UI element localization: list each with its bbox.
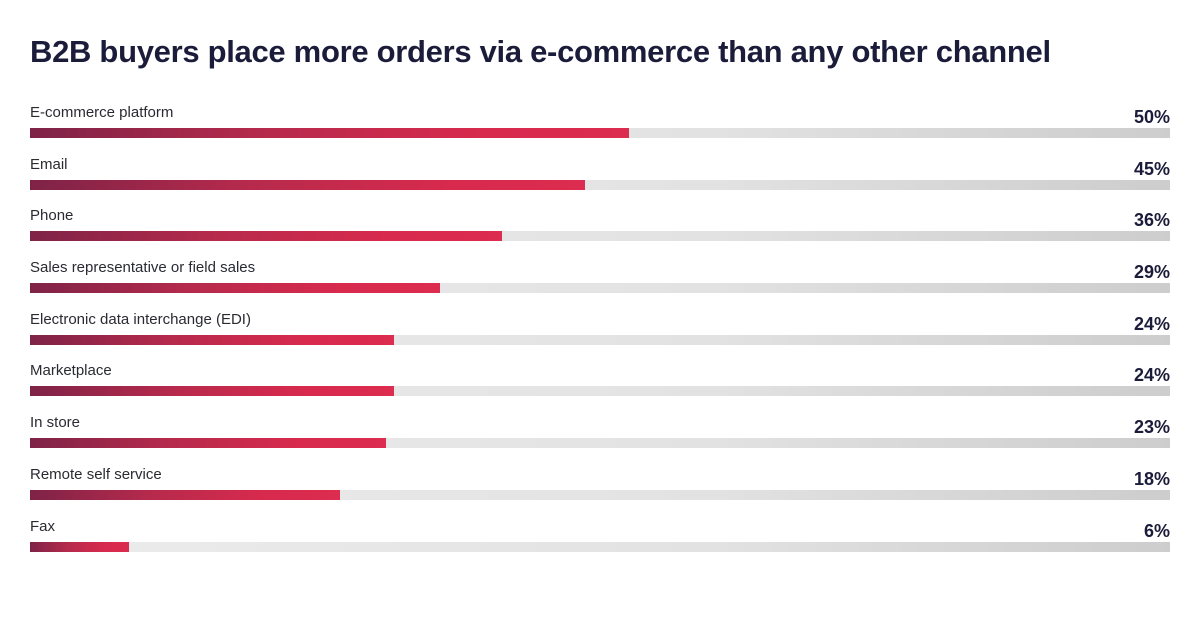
bar-value: 29% xyxy=(1133,262,1170,283)
bar-fill xyxy=(30,489,341,500)
bar-label: Electronic data interchange (EDI) xyxy=(30,310,251,328)
bar-track xyxy=(30,386,1170,397)
bar-row-fax: Fax 6% xyxy=(30,516,1170,568)
bar-row-marketplace: Marketplace 24% xyxy=(30,360,1170,412)
bar-track xyxy=(30,541,1170,552)
bar-fill xyxy=(30,231,502,242)
bar-label: In store xyxy=(30,414,81,432)
bar-fill xyxy=(30,438,386,449)
bar-row-phone: Phone 36% xyxy=(30,205,1170,257)
bar-row-remote-self-service: Remote self service 18% xyxy=(30,464,1170,516)
bar-row-ecommerce: E-commerce platform 50% xyxy=(30,102,1170,154)
bar-fill xyxy=(30,179,586,190)
bar-track xyxy=(30,438,1170,449)
bar-label: Sales representative or field sales xyxy=(30,259,256,277)
bar-row-sales-rep: Sales representative or field sales 29% xyxy=(30,257,1170,309)
bar-label: Fax xyxy=(30,517,56,535)
bar-value: 36% xyxy=(1133,210,1170,231)
bar-track xyxy=(30,489,1170,500)
bar-fill xyxy=(30,541,130,552)
bar-track xyxy=(30,283,1170,294)
bar-fill xyxy=(30,334,394,345)
bar-value: 6% xyxy=(1143,520,1170,541)
bar-label: Remote self service xyxy=(30,465,162,483)
bar-value: 18% xyxy=(1133,468,1170,489)
bar-value: 50% xyxy=(1133,107,1170,127)
bar-track xyxy=(30,231,1170,242)
bar-row-edi: Electronic data interchange (EDI) 24% xyxy=(30,309,1170,361)
bar-row-email: Email 45% xyxy=(30,154,1170,206)
bar-value: 45% xyxy=(1133,158,1170,179)
bar-row-in-store: In store 23% xyxy=(30,412,1170,464)
bar-value: 23% xyxy=(1133,417,1170,438)
bar-track xyxy=(30,334,1170,345)
bar-label: E-commerce platform xyxy=(30,104,174,121)
bar-chart: E-commerce platform 50% Email 45% Phone … xyxy=(30,102,1170,567)
bar-fill xyxy=(30,283,441,294)
bar-label: Phone xyxy=(30,207,74,225)
bar-fill xyxy=(30,128,629,138)
bar-label: Marketplace xyxy=(30,362,112,380)
bar-value: 24% xyxy=(1133,313,1170,334)
chart-title: B2B buyers place more orders via e-comme… xyxy=(30,34,1051,69)
bar-value: 24% xyxy=(1133,365,1170,386)
bar-track xyxy=(30,128,1170,138)
bar-track xyxy=(30,179,1170,190)
bar-fill xyxy=(30,386,394,397)
bar-label: Email xyxy=(30,155,68,173)
